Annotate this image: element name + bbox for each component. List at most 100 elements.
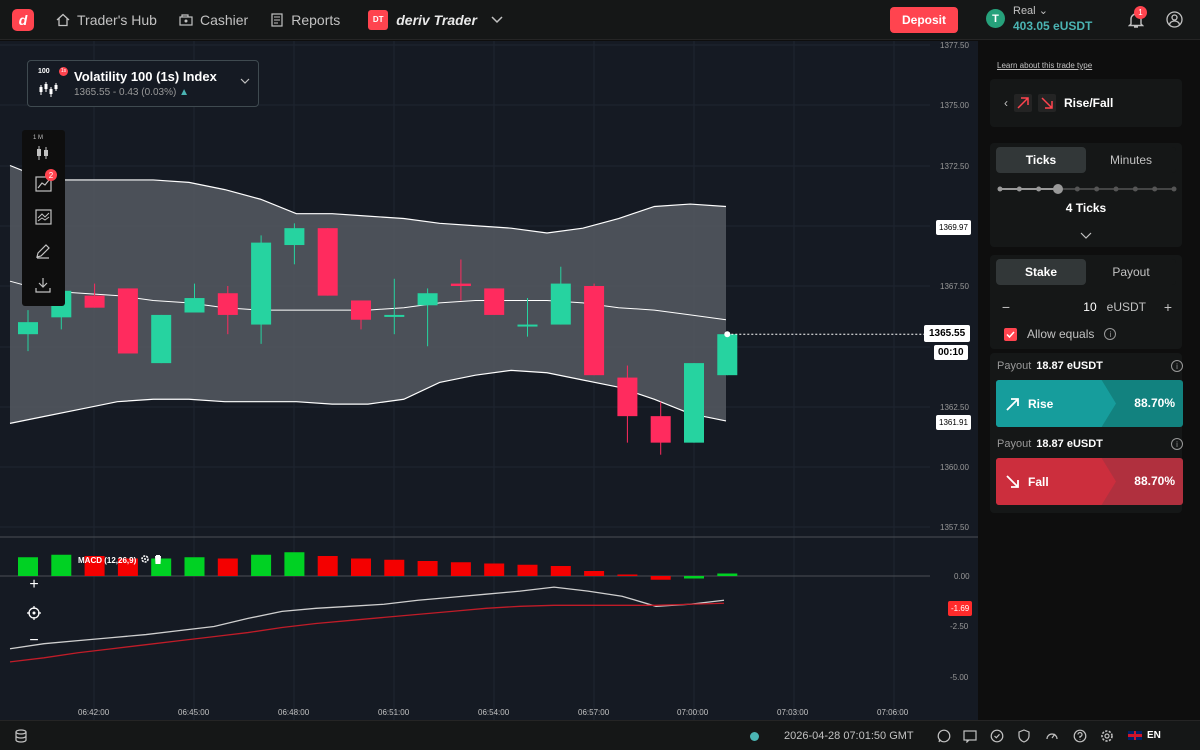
- info-icon[interactable]: i: [1104, 328, 1117, 340]
- chevron-left-icon: ‹: [1004, 96, 1008, 110]
- chart-type-button[interactable]: 1 M: [32, 135, 54, 162]
- help-icon[interactable]: [1073, 729, 1087, 743]
- tab-stake[interactable]: Stake: [996, 259, 1086, 285]
- account-balance: 403.05 eUSDT: [1013, 19, 1093, 33]
- slider-step: [1132, 186, 1138, 192]
- rise-button[interactable]: Rise 88.70%: [996, 380, 1183, 427]
- candle-body: [450, 283, 471, 286]
- language-label: EN: [1147, 730, 1161, 741]
- indicators-button[interactable]: 2: [32, 169, 57, 195]
- macd-histogram-bar: [18, 557, 38, 576]
- macd-histogram-bar: [251, 554, 272, 576]
- settings-icon[interactable]: [1100, 729, 1114, 743]
- chat-icon[interactable]: [963, 729, 977, 743]
- candle-body: [684, 363, 704, 443]
- slider-step: [997, 186, 1003, 192]
- candle-body: [384, 314, 405, 317]
- checkmark-icon: [1006, 330, 1015, 338]
- slider-step: [1036, 186, 1042, 192]
- macd-histogram-bar: [684, 576, 704, 579]
- server-time: 2026-04-28 07:01:50 GMT: [784, 730, 914, 742]
- tab-minutes[interactable]: Minutes: [1109, 153, 1153, 167]
- account-limits-icon[interactable]: [1017, 729, 1031, 743]
- drawing-tools-button[interactable]: [32, 240, 54, 262]
- macd-signal-line: [9, 602, 725, 663]
- account-switcher[interactable]: T Real ⌄ 403.05 eUSDT: [986, 4, 1092, 33]
- nav-reports[interactable]: Reports: [270, 12, 340, 28]
- slider-thumb: [1053, 184, 1063, 194]
- macd-histogram-bar: [550, 566, 571, 576]
- candle-body: [351, 300, 371, 320]
- stake-increment-button[interactable]: +: [1163, 299, 1173, 315]
- deriv-logo[interactable]: d: [12, 8, 34, 31]
- responsible-trading-icon[interactable]: [990, 729, 1004, 743]
- chevron-down-icon: [491, 15, 503, 23]
- candle-body: [517, 324, 538, 327]
- download-icon: [35, 278, 51, 293]
- profile-button[interactable]: [1166, 11, 1183, 33]
- price-tick: 1367.50: [940, 282, 969, 291]
- crosshair-button[interactable]: [22, 601, 46, 625]
- fall-button[interactable]: Fall 88.70%: [996, 458, 1183, 505]
- deposit-button[interactable]: Deposit: [890, 7, 958, 33]
- nav-cashier[interactable]: Cashier: [179, 12, 248, 28]
- chart-line-icon: [34, 209, 52, 225]
- bb-lower-label: 1361.91: [936, 415, 971, 430]
- price-tick: 1372.50: [940, 162, 969, 171]
- trade-type-selector[interactable]: ‹ Rise/Fall: [990, 79, 1182, 127]
- nav-label: Reports: [291, 11, 341, 28]
- allow-equals-checkbox[interactable]: [1004, 327, 1017, 341]
- compare-button[interactable]: [32, 206, 54, 228]
- stake-payout-toggle: Stake Payout: [996, 259, 1176, 285]
- macd-tick: -5.00: [950, 673, 969, 682]
- platform-switcher[interactable]: DT deriv Trader: [368, 9, 503, 30]
- nav-traders-hub[interactable]: Trader's Hub: [56, 12, 157, 28]
- notifications-button[interactable]: 1: [1127, 6, 1147, 34]
- fall-button-label-area: Fall: [996, 458, 1116, 505]
- ticks-slider[interactable]: [994, 182, 1180, 196]
- macd-histogram-bar: [484, 563, 505, 576]
- candle-body: [317, 228, 338, 296]
- stake-input[interactable]: 10: [1083, 300, 1097, 314]
- stake-decrement-button[interactable]: −: [1001, 299, 1011, 315]
- trash-icon[interactable]: [154, 551, 163, 569]
- symbol-selector[interactable]: 100 1s Volatility 100 (1s) Index 1365.55…: [27, 60, 259, 107]
- platform-name: deriv Trader: [396, 11, 477, 28]
- gear-icon[interactable]: [140, 551, 150, 569]
- macd-histogram-bar: [650, 576, 671, 580]
- current-price-label: 1365.55: [924, 325, 971, 342]
- chart-area[interactable]: 100 1s Volatility 100 (1s) Index 1365.55…: [0, 41, 978, 720]
- language-selector[interactable]: EN: [1128, 730, 1161, 741]
- macd-histogram-bar: [417, 561, 438, 576]
- macd-histogram-bar: [384, 559, 405, 576]
- fall-percentage: 88.70%: [1134, 474, 1175, 488]
- stake-stepper: − 10 eUSDT +: [998, 295, 1176, 319]
- trade-type-label: Rise/Fall: [1064, 96, 1114, 110]
- speedometer-icon[interactable]: [1045, 729, 1059, 743]
- chevron-down-icon[interactable]: [1080, 227, 1092, 245]
- positions-icon[interactable]: [14, 729, 28, 743]
- info-icon[interactable]: i: [1171, 360, 1183, 372]
- account-type: Real ⌄: [1013, 5, 1048, 17]
- header: d Trader's Hub Cashier Reports DT deriv …: [0, 0, 1200, 40]
- fall-label: Fall: [1028, 474, 1049, 489]
- download-button[interactable]: [32, 274, 54, 296]
- rise-payout: Payout 18.87 eUSDT i: [997, 360, 1183, 372]
- learn-trade-type-link[interactable]: Learn about this trade type: [997, 61, 1093, 70]
- whatsapp-icon[interactable]: [937, 729, 951, 743]
- tab-ticks[interactable]: Ticks: [996, 147, 1086, 173]
- rise-label: Rise: [1028, 396, 1054, 411]
- tab-payout[interactable]: Payout: [1112, 265, 1150, 279]
- footer: 2026-04-28 07:01:50 GMT EN: [0, 720, 1200, 750]
- price-chart[interactable]: [0, 41, 978, 720]
- candle-body: [617, 377, 638, 417]
- zoom-in-button[interactable]: +: [29, 576, 39, 593]
- slider-step: [1074, 186, 1080, 192]
- slider-step: [1152, 186, 1158, 192]
- home-icon: [56, 13, 70, 26]
- info-icon[interactable]: i: [1171, 438, 1183, 450]
- candle-body: [284, 228, 305, 246]
- zoom-out-button[interactable]: −: [29, 632, 39, 649]
- macd-legend: MACD (12,26,9): [78, 551, 163, 569]
- indicator-count-badge: 2: [45, 169, 57, 181]
